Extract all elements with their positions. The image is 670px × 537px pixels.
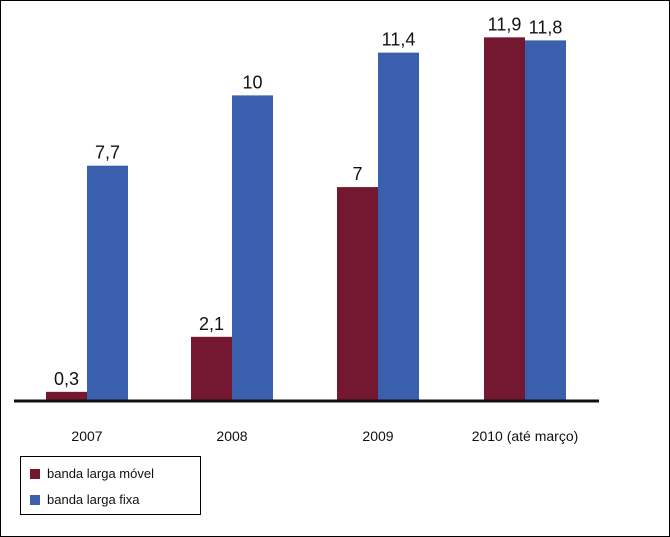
x-tick-label-2010: 2010 (até março) — [472, 428, 579, 444]
data-label-fixed-2008: 10 — [242, 72, 262, 92]
bar-fixed-2007 — [87, 165, 128, 401]
data-label-mobile-2010: 11,9 — [488, 14, 522, 34]
legend-label-fixed: banda larga fixa — [47, 492, 140, 507]
data-label-fixed-2007: 7,7 — [95, 143, 120, 163]
bar-fixed-2010 — [525, 40, 566, 401]
data-label-mobile-2008: 2,1 — [199, 314, 224, 334]
bar-mobile-2008 — [191, 336, 232, 401]
data-label-fixed-2010: 11,8 — [529, 17, 563, 37]
legend-item-mobile: banda larga móvel — [30, 466, 154, 481]
x-tick-label-2008: 2008 — [216, 428, 247, 444]
legend: banda larga móvel banda larga fixa — [20, 456, 201, 515]
bar-mobile-2009 — [337, 187, 378, 401]
x-tick-label-2007: 2007 — [71, 428, 102, 444]
legend-swatch-fixed — [30, 494, 40, 505]
legend-label-mobile: banda larga móvel — [47, 466, 154, 481]
bar-mobile-2010 — [484, 37, 525, 401]
legend-swatch-mobile — [30, 468, 40, 479]
data-label-mobile-2009: 7 — [352, 164, 362, 184]
bar-mobile-2007 — [46, 391, 87, 401]
data-label-mobile-2007: 0,3 — [54, 369, 79, 389]
data-label-fixed-2009: 11,4 — [382, 30, 416, 50]
legend-item-fixed: banda larga fixa — [30, 492, 140, 507]
bar-fixed-2009 — [378, 52, 419, 402]
x-tick-label-2009: 2009 — [362, 428, 393, 444]
bar-fixed-2008 — [232, 95, 273, 402]
